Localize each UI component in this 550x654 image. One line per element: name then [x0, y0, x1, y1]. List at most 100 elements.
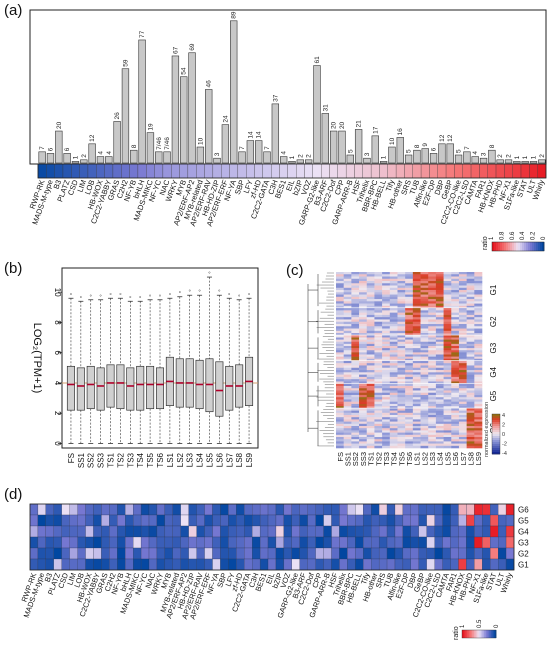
heat-cell	[451, 374, 460, 378]
ratio-heat-cell	[267, 547, 277, 560]
heat-cell	[405, 301, 414, 304]
heat-cell	[397, 386, 406, 389]
ratio-heat-cell	[434, 514, 443, 527]
heat-cell	[374, 328, 383, 332]
ratio-legend-swatch	[492, 630, 495, 638]
heat-cell	[351, 345, 360, 349]
heat-cell	[382, 415, 391, 418]
heat-cell	[397, 428, 406, 431]
heat-cell	[359, 285, 368, 289]
ratio-heat-cell	[283, 558, 292, 571]
heat-cell	[412, 428, 421, 431]
heat-cell	[374, 343, 383, 347]
heat-cell	[466, 296, 475, 300]
heat-cell	[336, 412, 344, 416]
heat-cell	[428, 403, 437, 407]
heat-cell	[466, 441, 475, 444]
heat-cell	[474, 432, 483, 436]
category-label: LS7	[225, 452, 234, 467]
heat-cell	[412, 305, 421, 309]
ratio-legend-swatch	[472, 630, 475, 638]
ratio-cell	[237, 163, 247, 179]
heat-cell	[343, 434, 352, 438]
ratio-heat-cell	[259, 525, 269, 538]
box	[106, 364, 115, 408]
heat-cell	[359, 294, 368, 298]
heat-cell	[428, 319, 437, 323]
heat-cell	[412, 383, 421, 387]
heat-cell	[412, 278, 421, 282]
heat-cell	[466, 341, 475, 345]
heat-cell	[336, 390, 344, 394]
heat-cell	[458, 383, 467, 387]
ratio-heat-cell	[125, 503, 134, 516]
heat-cell	[366, 335, 375, 338]
heat-cell	[443, 401, 452, 405]
category-label: LS4	[196, 452, 205, 467]
heat-cell	[366, 423, 375, 427]
heat-cell	[428, 335, 437, 338]
expr-legend-title: normalized expression	[484, 402, 490, 457]
heat-cell	[351, 376, 360, 380]
heat-cell	[443, 386, 452, 389]
ratio-legend-swatch	[467, 630, 470, 638]
heat-cell	[458, 294, 467, 298]
column-label: LS1	[413, 452, 422, 465]
heat-cell	[397, 443, 406, 447]
ratio-cell	[296, 163, 305, 179]
ratio-heat-cell	[172, 503, 181, 516]
heat-cell	[405, 330, 414, 334]
heat-cell	[428, 281, 437, 284]
ratio-heat-cell	[339, 558, 348, 571]
heat-cell	[412, 363, 421, 366]
heat-cell	[405, 348, 414, 351]
heat-cell	[397, 283, 406, 286]
heat-cell	[389, 419, 398, 422]
heat-cell	[389, 367, 398, 371]
ratio-heat-cell	[490, 558, 499, 571]
ratio-heat-cell	[418, 525, 427, 538]
ratio-heat-cell	[236, 558, 245, 571]
heat-cell	[343, 390, 352, 394]
ratio-cell	[504, 163, 513, 179]
ratio-heat-cell	[490, 525, 499, 538]
heat-cell	[474, 356, 483, 360]
ratio-heat-cell	[188, 558, 197, 571]
ratio-heat-cell	[125, 514, 134, 527]
heat-cell	[359, 319, 368, 323]
heat-cell	[389, 372, 398, 375]
heat-cell	[336, 330, 344, 334]
heat-cell	[359, 363, 368, 366]
heat-cell	[382, 308, 391, 311]
ratio-legend-swatch	[534, 242, 537, 251]
heat-cell	[412, 445, 421, 449]
heat-cell	[458, 292, 467, 295]
heat-cell	[405, 278, 414, 282]
heat-cell	[374, 423, 383, 427]
bar-value-label: 8	[131, 144, 138, 148]
box	[126, 367, 135, 411]
heat-cell	[428, 341, 437, 345]
ratio-heat-cell	[347, 547, 356, 560]
heat-cell	[412, 294, 421, 298]
ratio-heat-cell	[505, 525, 515, 538]
ratio-heat-cell	[394, 514, 404, 527]
heat-cell	[443, 379, 452, 382]
heat-cell	[389, 443, 398, 447]
bar	[138, 39, 146, 164]
ratio-heat-cell	[188, 525, 197, 538]
ratio-heat-cell	[259, 503, 269, 516]
heat-cell	[389, 403, 398, 407]
heat-cell	[359, 326, 368, 329]
heat-cell	[412, 328, 421, 332]
ratio-heat-cell	[85, 514, 94, 527]
heat-cell	[389, 314, 398, 318]
bar-value-label: 31	[322, 104, 329, 112]
boxplot-expression: 0246810LOG₂(TPM+1)°FS°SS1°SS2°SS3°TS1°TS…	[31, 267, 259, 468]
heat-cell	[451, 417, 460, 420]
heat-cell	[405, 367, 414, 371]
expr-legend-swatch	[492, 416, 500, 419]
heat-cell	[366, 399, 375, 402]
ratio-heat-cell	[466, 503, 475, 516]
ratio-legend-swatch	[479, 630, 482, 638]
